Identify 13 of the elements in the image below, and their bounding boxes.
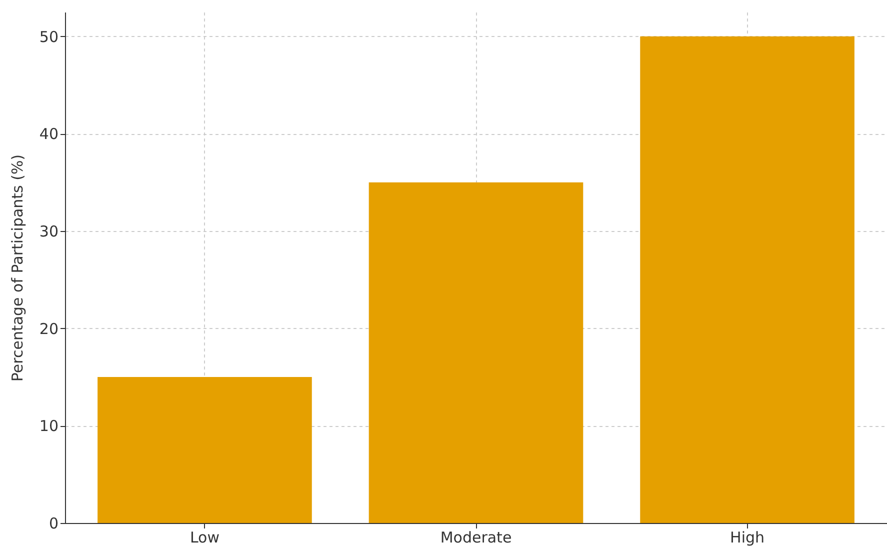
y-tick-label: 30 <box>39 222 58 240</box>
bar <box>640 36 854 523</box>
y-axis-title: Percentage of Participants (%) <box>8 154 26 382</box>
x-tick-label: Moderate <box>440 528 512 546</box>
bar <box>368 182 584 523</box>
x-tick-label: High <box>730 528 765 546</box>
y-tick-label: 40 <box>39 125 58 144</box>
bar <box>98 377 312 523</box>
y-tick-label: 0 <box>48 514 58 532</box>
y-tick-label: 20 <box>39 320 58 338</box>
x-tick-label: Low <box>190 528 220 546</box>
y-tick-label: 10 <box>39 417 58 436</box>
y-tick-label: 50 <box>39 28 58 46</box>
